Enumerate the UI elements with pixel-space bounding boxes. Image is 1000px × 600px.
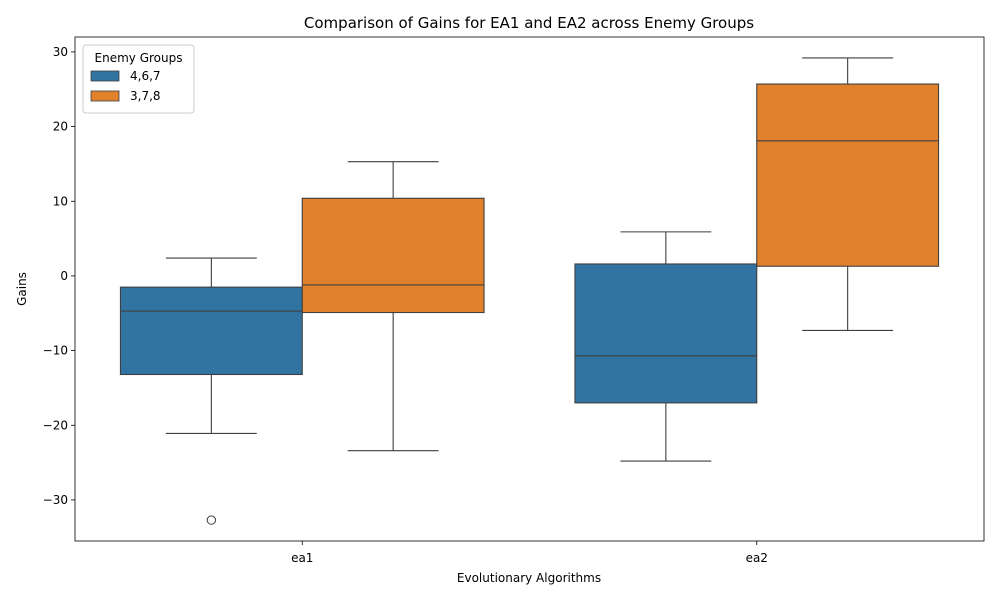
legend-title: Enemy Groups bbox=[95, 51, 183, 65]
x-axis: ea1 ea2 bbox=[291, 541, 768, 565]
legend-swatch bbox=[90, 70, 120, 82]
chart-title: Comparison of Gains for EA1 and EA2 acro… bbox=[304, 14, 754, 32]
x-axis-label: Evolutionary Algorithms bbox=[457, 571, 601, 585]
y-axis: −30 −20 −10 0 10 20 30 bbox=[43, 45, 75, 507]
legend-entry-label: 3,7,8 bbox=[130, 89, 161, 103]
y-axis-label: Gains bbox=[15, 272, 29, 306]
y-tick-label: 0 bbox=[60, 269, 68, 283]
legend-entry-label: 4,6,7 bbox=[130, 69, 161, 83]
legend: Enemy Groups 4,6,7 3,7,8 bbox=[82, 44, 195, 114]
y-tick-label: −10 bbox=[43, 344, 68, 358]
y-tick-label: 30 bbox=[53, 45, 68, 59]
box-3-7-8-ea1 bbox=[301, 161, 485, 452]
box-iqr bbox=[574, 263, 758, 404]
legend-swatch bbox=[90, 90, 120, 102]
x-tick-label: ea1 bbox=[291, 551, 313, 565]
y-tick-label: 10 bbox=[53, 194, 68, 208]
y-tick-label: 20 bbox=[53, 120, 68, 134]
x-tick-label: ea2 bbox=[746, 551, 768, 565]
y-tick-label: −30 bbox=[43, 493, 68, 507]
box-iqr bbox=[756, 83, 940, 267]
box-iqr bbox=[301, 197, 485, 314]
box-3-7-8-ea2 bbox=[756, 57, 940, 331]
box-iqr bbox=[119, 286, 303, 376]
y-tick-label: −20 bbox=[43, 418, 68, 432]
box-4-6-7-ea2 bbox=[574, 231, 758, 462]
outlier-point bbox=[206, 515, 217, 525]
box-4-6-7-ea1 bbox=[119, 257, 303, 525]
plot-frame bbox=[74, 36, 985, 542]
plot-area bbox=[119, 57, 940, 525]
